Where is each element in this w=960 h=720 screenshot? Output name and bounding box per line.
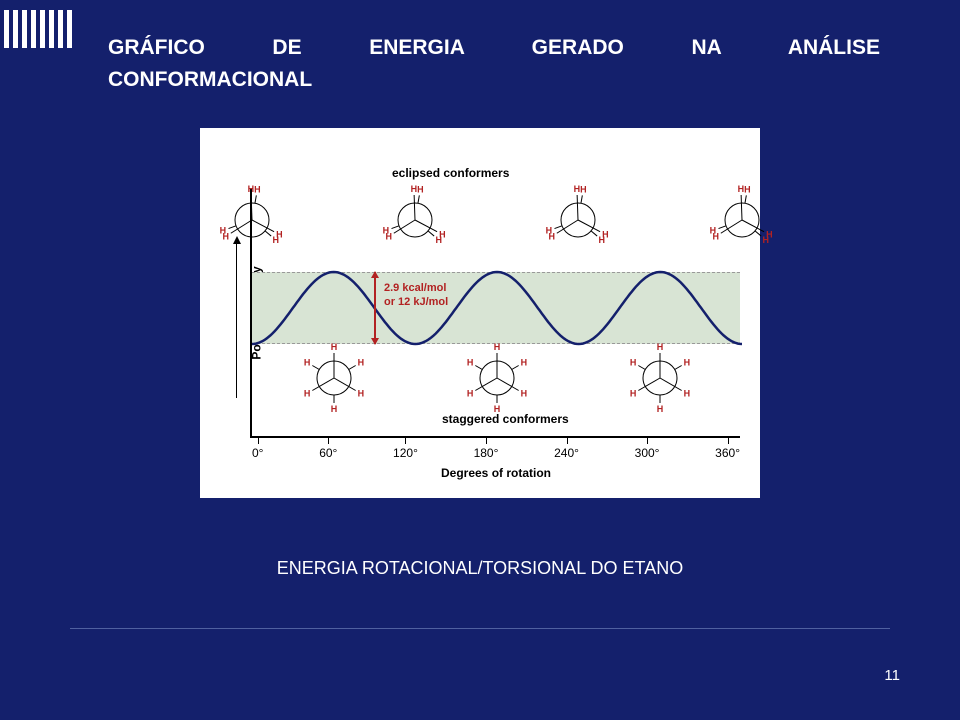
svg-text:H: H	[494, 404, 501, 414]
staggered-conformer: HHHHHH	[632, 348, 688, 409]
staggered-conformer: HHHHHH	[469, 348, 525, 409]
eclipsed-conformer: HHHHHH	[714, 190, 770, 251]
x-axis-label: Degrees of rotation	[441, 466, 551, 480]
energy-gap-arrow	[374, 272, 376, 344]
x-tick: 360°	[715, 446, 740, 460]
eclipsed-label: eclipsed conformers	[392, 166, 509, 180]
eclipsed-conformer: HHHHHH	[224, 190, 280, 251]
svg-text:H: H	[417, 184, 424, 194]
svg-text:H: H	[744, 184, 751, 194]
plot-area: eclipsed conformers 2.9 kcal/mol or 12 k…	[250, 188, 740, 438]
svg-text:H: H	[521, 389, 528, 399]
svg-text:H: H	[712, 231, 719, 241]
svg-text:H: H	[467, 389, 474, 399]
eclipsed-conformer: HHHHHH	[550, 190, 606, 251]
svg-text:H: H	[766, 230, 773, 240]
svg-text:H: H	[684, 389, 691, 399]
svg-text:H: H	[222, 231, 229, 241]
page-title: GRÁFICO DE ENERGIA GERADO NA ANÁLISE CON…	[108, 32, 880, 95]
svg-text:H: H	[657, 404, 664, 414]
energy-chart: Potential energy eclipsed conformers 2.9…	[250, 188, 740, 468]
svg-text:H: H	[439, 230, 446, 240]
x-tick: 180°	[474, 446, 499, 460]
svg-text:H: H	[385, 231, 392, 241]
y-axis-arrow	[236, 238, 237, 398]
svg-text:H: H	[630, 389, 637, 399]
svg-text:H: H	[521, 358, 528, 368]
svg-text:H: H	[248, 184, 255, 194]
x-tick: 0°	[252, 446, 263, 460]
svg-text:H: H	[630, 358, 637, 368]
svg-text:H: H	[574, 184, 581, 194]
svg-text:H: H	[467, 358, 474, 368]
footer-divider	[70, 628, 890, 629]
svg-text:H: H	[602, 230, 609, 240]
svg-text:H: H	[411, 184, 418, 194]
svg-text:H: H	[331, 404, 338, 414]
svg-text:H: H	[684, 358, 691, 368]
energy-gap-value: 2.9 kcal/mol or 12 kJ/mol	[384, 282, 448, 310]
svg-text:H: H	[580, 184, 587, 194]
svg-text:H: H	[304, 389, 311, 399]
energy-chart-figure: Potential energy eclipsed conformers 2.9…	[200, 128, 760, 498]
logo-ornament	[4, 10, 72, 48]
x-tick: 60°	[319, 446, 337, 460]
x-tick: 120°	[393, 446, 418, 460]
eclipsed-conformer: HHHHHH	[387, 190, 443, 251]
x-axis-ticks: 0° 60° 120° 180° 240° 300° 360°	[252, 446, 740, 460]
x-tick: 300°	[635, 446, 660, 460]
x-tick: 240°	[554, 446, 579, 460]
svg-text:H: H	[304, 358, 311, 368]
svg-text:H: H	[331, 342, 338, 352]
svg-text:H: H	[548, 231, 555, 241]
svg-text:H: H	[494, 342, 501, 352]
svg-text:H: H	[254, 184, 261, 194]
svg-text:H: H	[358, 389, 365, 399]
svg-text:H: H	[657, 342, 664, 352]
svg-text:H: H	[358, 358, 365, 368]
svg-text:H: H	[276, 230, 283, 240]
staggered-conformer: HHHHHH	[306, 348, 362, 409]
svg-text:H: H	[738, 184, 745, 194]
figure-caption: ENERGIA ROTACIONAL/TORSIONAL DO ETANO	[277, 558, 683, 579]
page-number: 11	[884, 667, 900, 684]
